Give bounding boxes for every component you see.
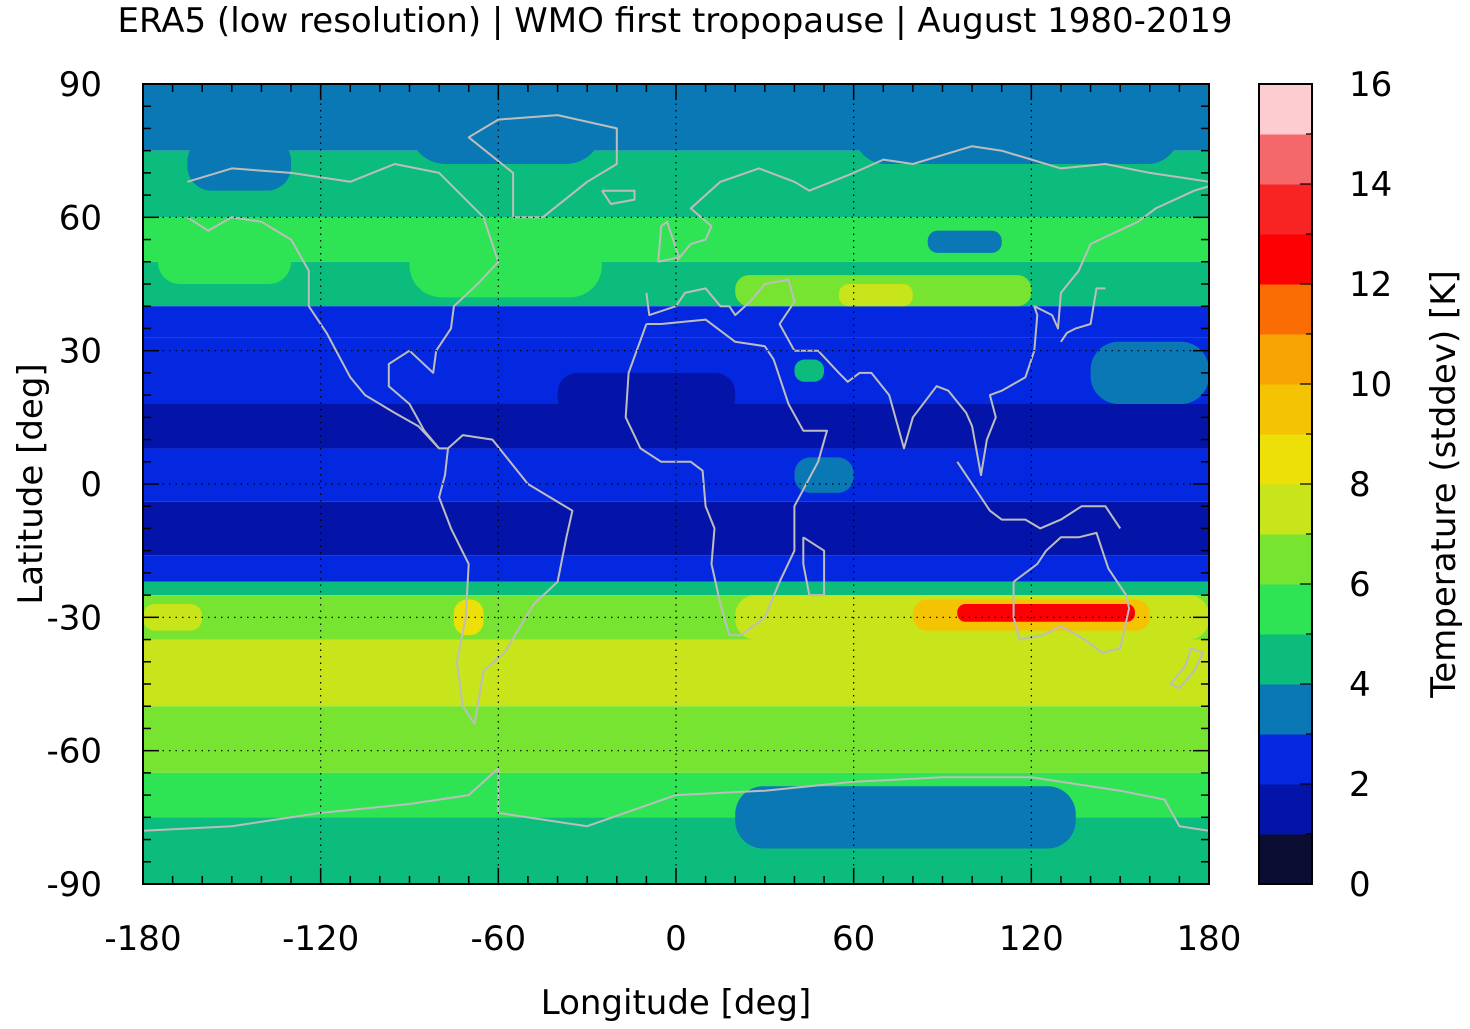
heatmap-feature — [409, 84, 602, 164]
heatmap-feature — [157, 235, 292, 284]
y-tick-label: 90 — [59, 65, 102, 105]
colorbar-swatch — [1259, 384, 1312, 435]
y-tick-labels: 90 60 30 0 -30 -60 -90 — [46, 65, 102, 905]
colorbar-tick-label: 10 — [1349, 365, 1392, 405]
heatmap-feature — [735, 786, 1076, 849]
heatmap-feature — [957, 604, 1135, 622]
x-tick-label: 60 — [832, 919, 875, 959]
chart-title: ERA5 (low resolution) | WMO first tropop… — [118, 1, 1233, 41]
colorbar-tick-label: 2 — [1349, 765, 1371, 805]
coastline-overlay — [143, 114, 1209, 832]
heatmap-feature — [838, 284, 913, 307]
heatmap-feature — [143, 604, 203, 631]
coastline — [675, 145, 1209, 263]
coastline — [601, 189, 636, 205]
heatmap-feature — [409, 226, 602, 298]
x-tick-label: 120 — [999, 919, 1064, 959]
colorbar-tick-label: 16 — [1349, 65, 1392, 105]
coastline — [657, 220, 680, 263]
heatmap-band — [143, 217, 1209, 262]
grid — [143, 84, 1209, 884]
heatmap-band — [143, 581, 1209, 596]
coastline — [802, 536, 826, 597]
colorbar-swatch — [1259, 534, 1312, 585]
colorbar — [1259, 84, 1312, 885]
colorbar-swatch — [1259, 184, 1312, 235]
colorbar-tick-label: 12 — [1349, 265, 1392, 305]
colorbar-swatch — [1259, 334, 1312, 385]
colorbar-tick-label: 4 — [1349, 665, 1371, 705]
colorbar-title: Temperature (stddev) [K] — [1424, 270, 1464, 699]
coastline — [186, 216, 440, 450]
y-tick-label: 30 — [59, 332, 102, 372]
colorbar-swatch — [1259, 734, 1312, 785]
x-tick-label: 0 — [665, 919, 687, 959]
heatmap-feature — [1090, 341, 1209, 404]
y-tick-label: 0 — [80, 465, 102, 505]
heatmap-feature — [187, 137, 292, 191]
coastline — [143, 767, 1209, 832]
axis-ticks — [142, 83, 1210, 885]
y-axis-label: Latitude [deg] — [11, 363, 51, 604]
coastline — [1169, 647, 1205, 690]
colorbar-swatch — [1259, 784, 1312, 835]
heatmap-feature — [853, 92, 1180, 164]
colorbar-tick-label: 14 — [1349, 165, 1392, 205]
colorbar-swatch — [1259, 834, 1312, 885]
x-tick-label: 180 — [1177, 919, 1242, 959]
colorbar-swatch — [1259, 84, 1312, 135]
colorbar-swatch — [1259, 234, 1312, 285]
coastline — [956, 461, 1122, 530]
colorbar-swatch — [1259, 584, 1312, 635]
colorbar-swatch — [1259, 484, 1312, 535]
coastline — [187, 163, 500, 450]
y-tick-label: -60 — [46, 732, 102, 772]
heatmap-feature — [927, 230, 1002, 253]
colorbar-swatch — [1259, 434, 1312, 485]
coastline — [645, 185, 1209, 477]
colorbar-tick-label: 8 — [1349, 465, 1371, 505]
y-tick-label: -30 — [46, 598, 102, 638]
coastline — [1060, 287, 1106, 343]
heatmap-feature — [794, 359, 825, 382]
colorbar-swatch — [1259, 634, 1312, 685]
coastline — [467, 114, 618, 219]
x-tick-label: -120 — [282, 919, 359, 959]
y-tick-label: 60 — [59, 198, 102, 238]
colorbar-tick-labels: 0 2 4 6 8 10 12 14 16 — [1349, 65, 1392, 905]
colorbar-tick-label: 0 — [1349, 865, 1371, 905]
colorbar-swatch — [1259, 684, 1312, 735]
x-tick-label: -60 — [471, 919, 527, 959]
colorbar-swatch — [1259, 134, 1312, 185]
x-tick-label: -180 — [104, 919, 181, 959]
x-tick-labels: -180 -120 -60 0 60 120 180 — [104, 919, 1241, 959]
colorbar-tick-label: 6 — [1349, 565, 1371, 605]
colorbar-swatch — [1259, 284, 1312, 335]
heatmap-feature — [557, 372, 736, 418]
x-axis-label: Longitude [deg] — [541, 983, 812, 1023]
colorbar-frame — [1258, 83, 1313, 885]
coastline — [1012, 531, 1131, 654]
heatmap-band — [143, 706, 1209, 773]
y-tick-label: -90 — [46, 865, 102, 905]
